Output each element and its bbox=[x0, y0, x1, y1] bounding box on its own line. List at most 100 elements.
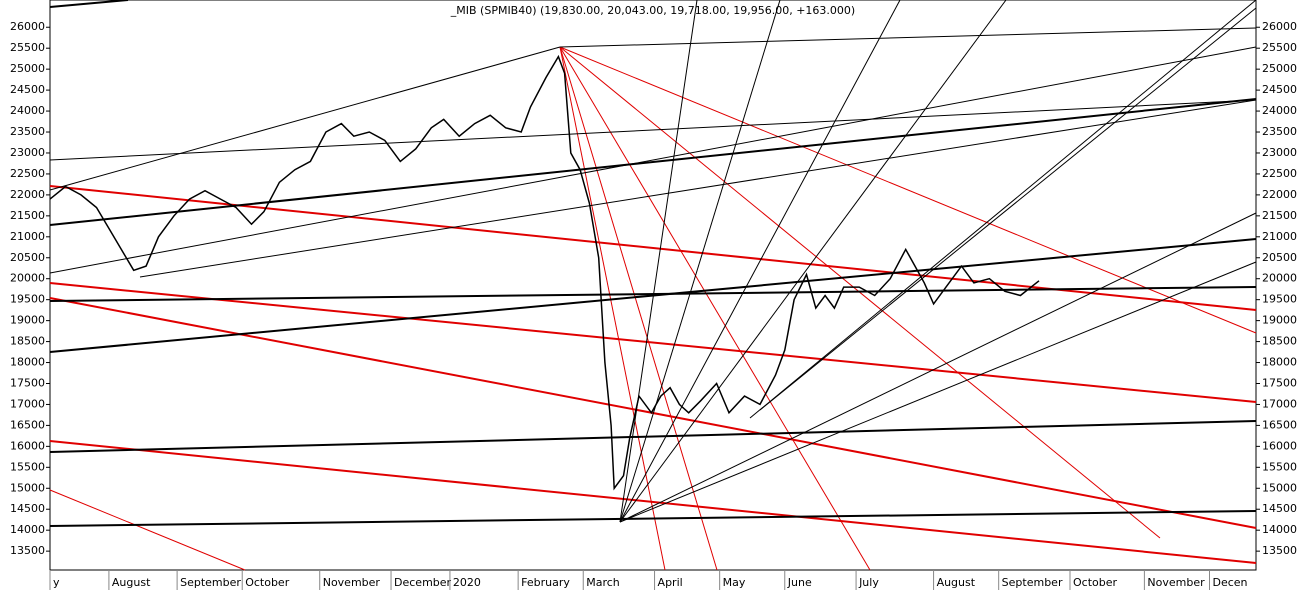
y-tick-label: 22000 bbox=[10, 188, 45, 201]
y-tick-label: 14500 bbox=[1262, 502, 1297, 515]
trend-line bbox=[619, 0, 1007, 523]
trend-line bbox=[49, 420, 1257, 453]
y-tick-label: 18000 bbox=[10, 356, 45, 369]
x-tick-label: September bbox=[1002, 576, 1063, 589]
trend-line bbox=[49, 282, 1257, 403]
trend-line bbox=[49, 46, 561, 191]
x-tick-label: May bbox=[723, 576, 746, 589]
trend-line bbox=[559, 46, 1257, 334]
trend-line bbox=[49, 99, 1257, 161]
trend-line bbox=[559, 46, 718, 571]
x-tick-label: Decen bbox=[1212, 576, 1247, 589]
trend-line bbox=[49, 286, 1257, 302]
trend-line bbox=[559, 27, 1257, 48]
y-tick-label: 18500 bbox=[10, 335, 45, 348]
x-tick-label: February bbox=[521, 576, 570, 589]
y-tick-label: 26000 bbox=[10, 20, 45, 33]
trend-line bbox=[139, 99, 1257, 278]
y-tick-label: 24000 bbox=[10, 104, 45, 117]
x-tick-label: November bbox=[323, 576, 381, 589]
y-tick-label: 14000 bbox=[1262, 523, 1297, 536]
x-tick-label: August bbox=[112, 576, 151, 589]
price-line bbox=[49, 54, 1040, 491]
y-tick-label: 14500 bbox=[10, 502, 45, 515]
y-tick-label: 21000 bbox=[10, 230, 45, 243]
y-tick-label: 24500 bbox=[1262, 83, 1297, 96]
trend-line bbox=[619, 212, 1257, 523]
y-tick-label: 16500 bbox=[10, 418, 45, 431]
y-tick-label: 23000 bbox=[10, 146, 45, 159]
y-tick-label: 20000 bbox=[1262, 272, 1297, 285]
trend-line bbox=[619, 261, 1257, 523]
trend-line bbox=[749, 0, 1257, 419]
y-tick-label: 16500 bbox=[1262, 418, 1297, 431]
y-tick-label: 14000 bbox=[10, 523, 45, 536]
y-tick-label: 25500 bbox=[1262, 41, 1297, 54]
x-tick-label: June bbox=[787, 576, 812, 589]
plot-frame bbox=[49, 0, 1257, 571]
y-tick-label: 21500 bbox=[1262, 209, 1297, 222]
trend-line bbox=[559, 46, 871, 571]
y-tick-label: 15500 bbox=[10, 460, 45, 473]
x-tick-label: y bbox=[53, 576, 60, 589]
y-tick-label: 22500 bbox=[1262, 167, 1297, 180]
y-tick-label: 25000 bbox=[10, 62, 45, 75]
trend-line bbox=[619, 0, 901, 523]
y-tick-label: 15000 bbox=[1262, 481, 1297, 494]
y-tick-label: 13500 bbox=[1262, 544, 1297, 557]
y-tick-label: 24000 bbox=[1262, 104, 1297, 117]
trend-line bbox=[49, 0, 129, 8]
trend-line bbox=[49, 489, 246, 571]
y-tick-label: 16000 bbox=[10, 439, 45, 452]
x-tick-label: 2020 bbox=[453, 576, 481, 589]
y-tick-label: 19000 bbox=[1262, 314, 1297, 327]
y-tick-label: 20500 bbox=[10, 251, 45, 264]
y-tick-label: 23000 bbox=[1262, 146, 1297, 159]
y-tick-label: 15000 bbox=[10, 481, 45, 494]
trend-line bbox=[759, 7, 1257, 411]
x-tick-label: October bbox=[1073, 576, 1117, 589]
y-tick-label: 15500 bbox=[1262, 460, 1297, 473]
y-tick-label: 24500 bbox=[10, 83, 45, 96]
y-tick-label: 21500 bbox=[10, 209, 45, 222]
trend-line bbox=[49, 510, 1257, 527]
trend-line bbox=[49, 440, 1257, 564]
x-tick-label: December bbox=[394, 576, 452, 589]
y-tick-label: 18000 bbox=[1262, 356, 1297, 369]
y-tick-label: 17000 bbox=[10, 397, 45, 410]
trend-line bbox=[49, 46, 1257, 274]
x-tick-label: November bbox=[1147, 576, 1205, 589]
y-tick-label: 22000 bbox=[1262, 188, 1297, 201]
trend-line bbox=[619, 0, 698, 523]
x-tick-label: July bbox=[858, 576, 879, 589]
y-tick-label: 17500 bbox=[10, 376, 45, 389]
y-tick-label: 22500 bbox=[10, 167, 45, 180]
y-tick-label: 20500 bbox=[1262, 251, 1297, 264]
x-tick-label: March bbox=[586, 576, 620, 589]
y-tick-label: 25000 bbox=[1262, 62, 1297, 75]
y-tick-label: 17500 bbox=[1262, 376, 1297, 389]
x-tick-label: September bbox=[180, 576, 241, 589]
y-tick-label: 18500 bbox=[1262, 335, 1297, 348]
x-tick-label: October bbox=[245, 576, 289, 589]
y-tick-label: 16000 bbox=[1262, 439, 1297, 452]
y-tick-label: 23500 bbox=[10, 125, 45, 138]
y-tick-label: 25500 bbox=[10, 41, 45, 54]
trend-line bbox=[619, 0, 781, 523]
trend-line bbox=[49, 98, 1257, 226]
y-tick-label: 23500 bbox=[1262, 125, 1297, 138]
y-tick-label: 13500 bbox=[10, 544, 45, 557]
chart-title: _MIB (SPMIB40) (19,830.00, 20,043.00, 19… bbox=[450, 4, 855, 17]
x-tick-label: August bbox=[937, 576, 976, 589]
y-tick-label: 20000 bbox=[10, 272, 45, 285]
y-tick-label: 26000 bbox=[1262, 20, 1297, 33]
x-tick-label: April bbox=[658, 576, 683, 589]
trend-lines bbox=[49, 0, 1257, 571]
y-tick-label: 21000 bbox=[1262, 230, 1297, 243]
y-tick-label: 19500 bbox=[10, 293, 45, 306]
y-tick-label: 17000 bbox=[1262, 397, 1297, 410]
y-tick-label: 19500 bbox=[1262, 293, 1297, 306]
y-tick-label: 19000 bbox=[10, 314, 45, 327]
